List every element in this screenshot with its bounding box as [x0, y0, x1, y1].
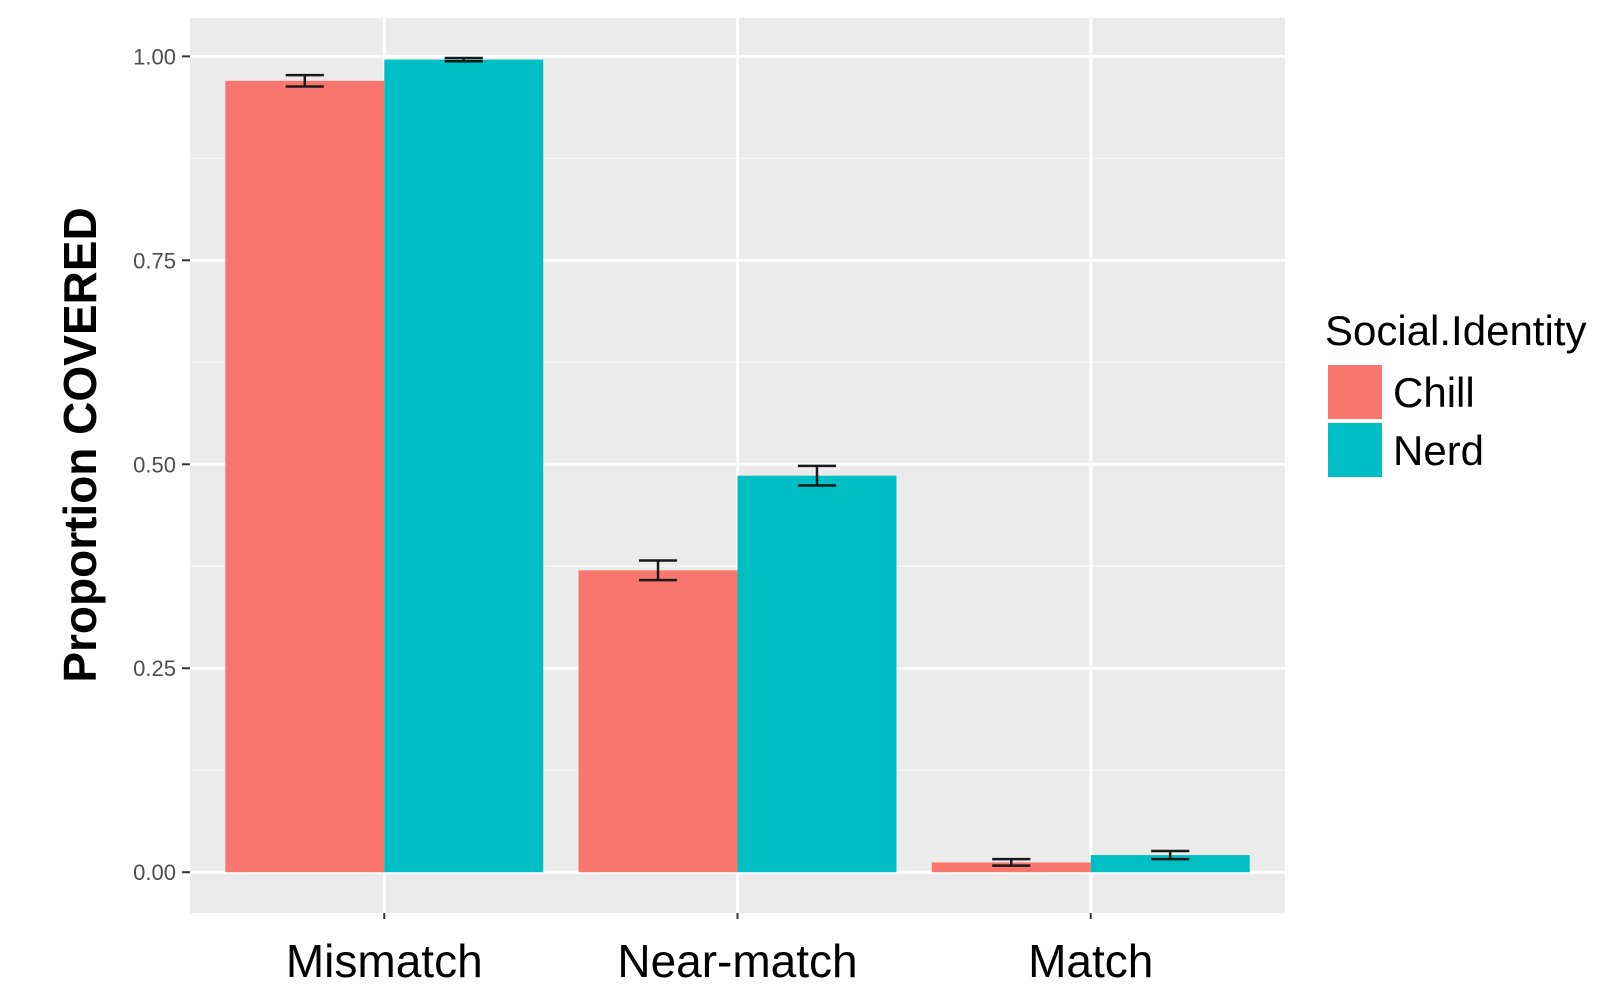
error-bar-chill-mismatch — [285, 73, 324, 88]
y-axis: 0.00 0.25 0.50 0.75 1.00 — [133, 44, 190, 885]
error-bars — [285, 56, 1190, 867]
error-bar-chill-match — [992, 857, 1031, 867]
y-tick-label: 0.75 — [133, 248, 176, 273]
error-bar-chill-near-match — [638, 559, 678, 582]
bar-nerd-mismatch — [384, 59, 544, 873]
legend-key-nerd — [1328, 423, 1382, 477]
legend-key-chill — [1328, 365, 1382, 419]
bar-chill-near-match — [578, 570, 738, 873]
x-tick-label-mismatch: Mismatch — [286, 935, 483, 987]
bar-nerd-near-match — [737, 475, 897, 873]
error-bar-nerd-near-match — [797, 464, 837, 487]
x-tick-label-match: Match — [1028, 935, 1153, 987]
y-tick-label: 0.50 — [133, 452, 176, 477]
y-tick-label: 0.00 — [133, 860, 176, 885]
y-tick-label: 0.25 — [133, 656, 176, 681]
legend-label-chill: Chill — [1393, 369, 1475, 416]
y-tick-label: 1.00 — [133, 44, 176, 69]
bar-chill-mismatch — [225, 80, 385, 873]
bar-chill-match — [931, 862, 1091, 873]
legend: Social.Identity Chill Nerd — [1325, 307, 1586, 477]
bars — [225, 59, 1250, 873]
legend-title: Social.Identity — [1325, 307, 1586, 354]
bar-nerd-match — [1090, 855, 1250, 873]
legend-label-nerd: Nerd — [1393, 427, 1484, 474]
y-axis-label: Proportion COVERED — [54, 207, 106, 682]
error-bar-nerd-mismatch — [444, 56, 483, 63]
x-tick-label-near-match: Near-match — [617, 935, 857, 987]
error-bar-nerd-match — [1151, 849, 1190, 861]
x-axis: Mismatch Near-match Match — [286, 913, 1153, 987]
